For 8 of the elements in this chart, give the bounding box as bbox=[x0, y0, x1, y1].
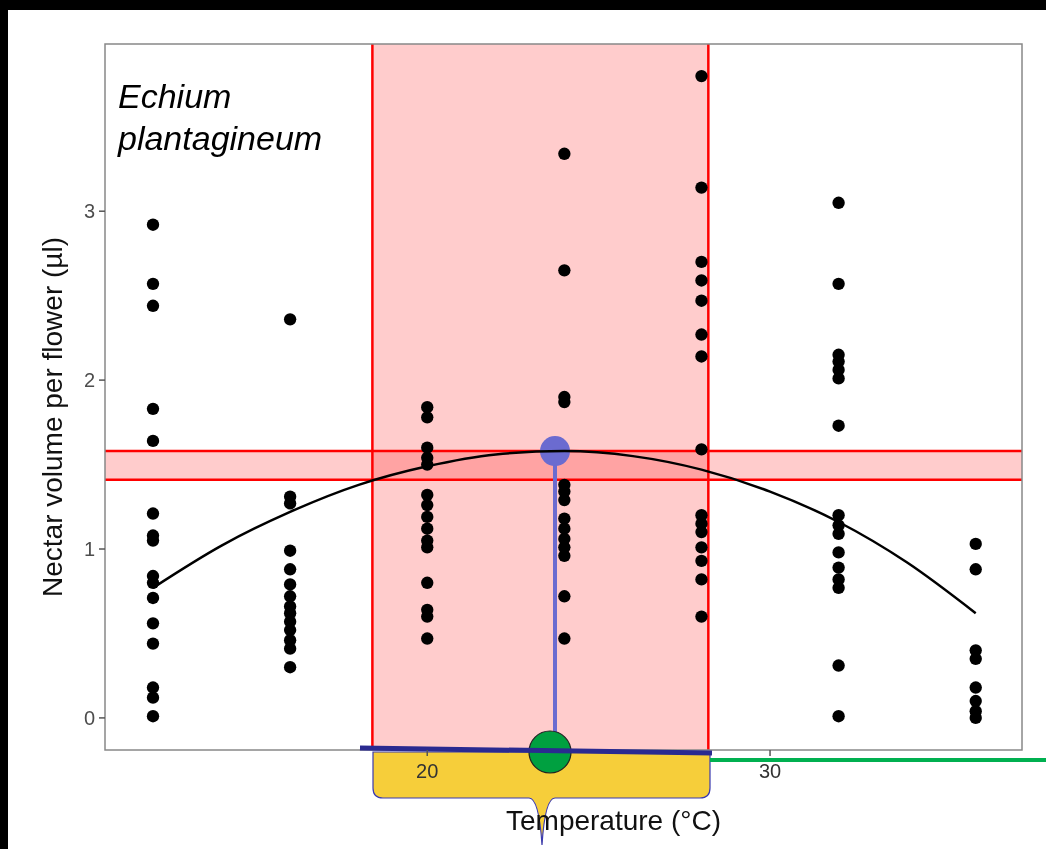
y-axis-title: Nectar volume per flower (µl) bbox=[37, 236, 68, 598]
x-tick-label: 20 bbox=[416, 760, 439, 782]
y-tick-label: 0 bbox=[83, 706, 95, 729]
y-tick-label: 2 bbox=[83, 369, 95, 392]
x-tick-label: 30 bbox=[758, 760, 782, 782]
y-tick-label: 3 bbox=[83, 200, 95, 223]
annotation: Echium plantagineum bbox=[117, 77, 323, 157]
y-tick-label: 1 bbox=[83, 538, 95, 561]
